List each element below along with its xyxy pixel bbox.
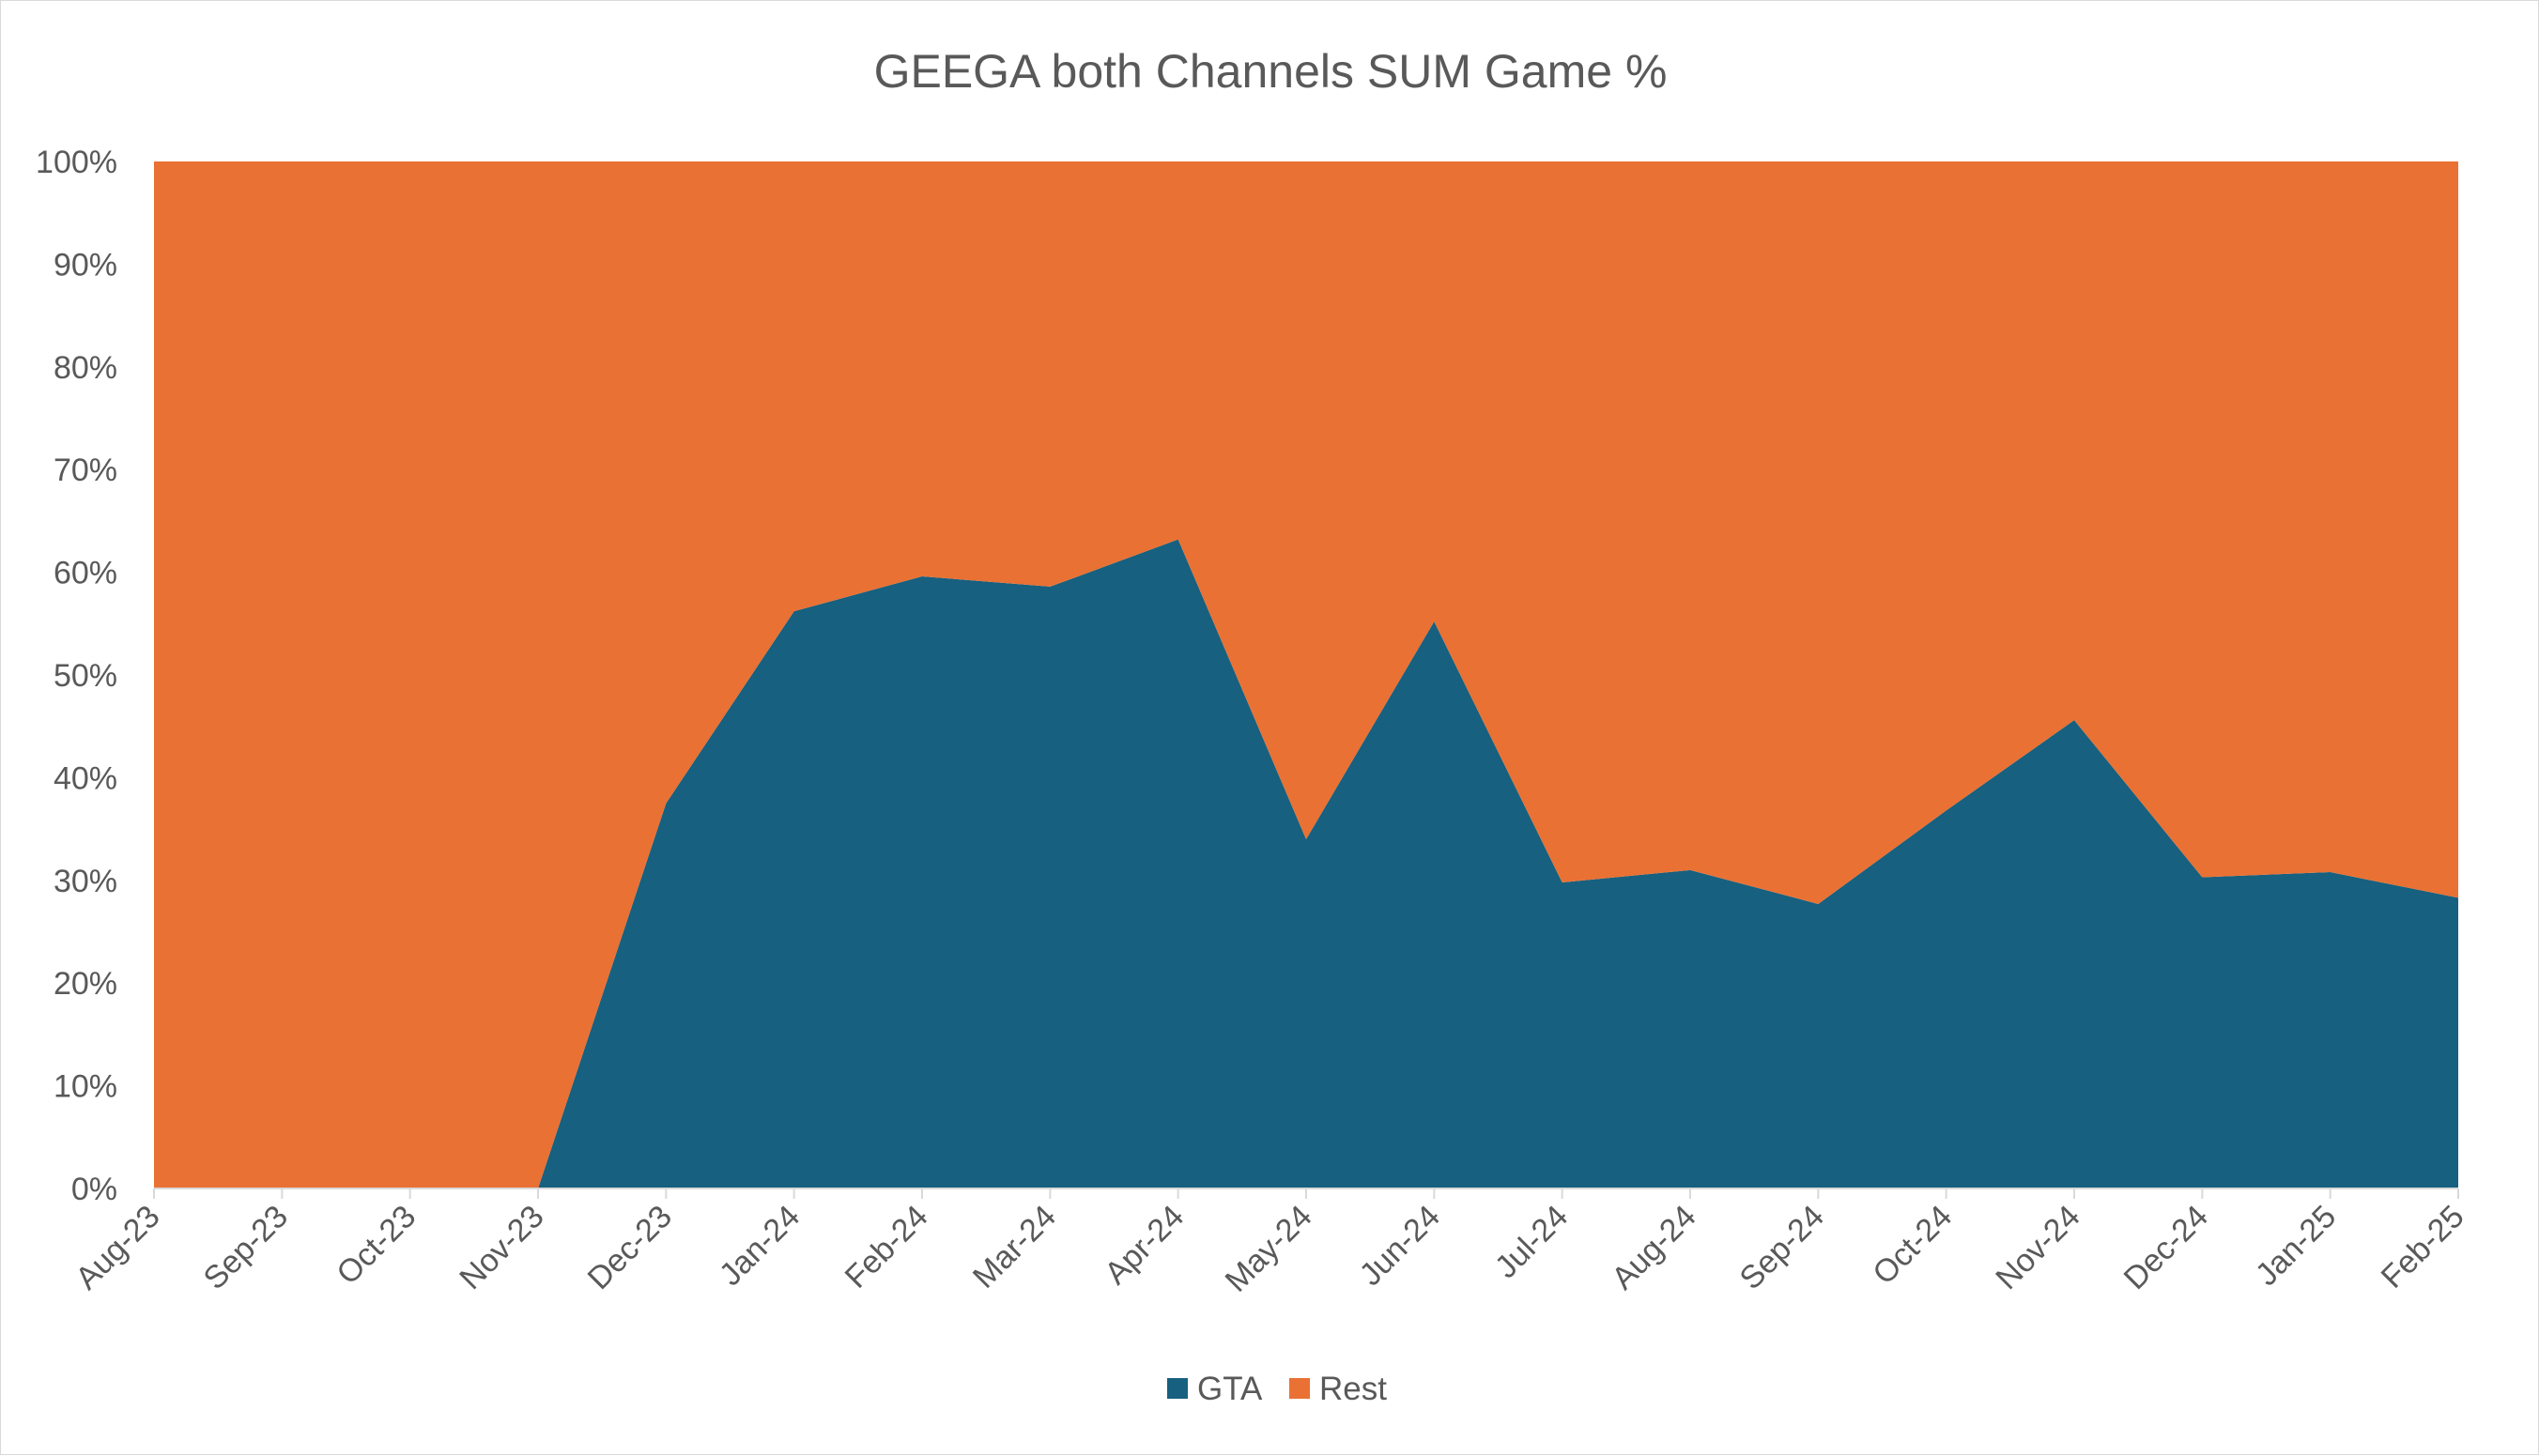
x-tick-label: Feb-25 — [2375, 1199, 2471, 1295]
y-tick-label: 100% — [36, 145, 117, 180]
y-tick-label: 10% — [54, 1069, 117, 1105]
x-axis-ticks: Aug-23 Sep-23 Oct-23 Nov-23 Dec-23 Jan-24 Feb-… — [69, 1199, 2470, 1299]
y-tick-label: 60% — [54, 556, 117, 591]
x-tick-label: Sep-24 — [1733, 1199, 1831, 1296]
x-tick-label: Nov-24 — [1989, 1199, 2086, 1296]
x-tick-label: Oct-24 — [1866, 1199, 1959, 1292]
y-axis-ticks: 0% 10% 20% 30% 40% 50% 60% 70% 80% 90% 100% — [36, 145, 117, 1207]
chart-title: GEEGA both Channels SUM Game % — [874, 45, 1668, 98]
y-tick-label: 80% — [54, 350, 117, 386]
x-tick-label: Jan-24 — [713, 1199, 807, 1293]
legend-label-gta: GTA — [1197, 1371, 1263, 1407]
y-tick-label: 40% — [54, 760, 117, 796]
legend-swatch-rest — [1289, 1378, 1310, 1399]
x-tick-label: Nov-23 — [453, 1199, 550, 1296]
x-tick-label: Oct-23 — [330, 1199, 423, 1292]
y-tick-label: 50% — [54, 658, 117, 694]
area-series-gta — [154, 539, 2458, 1188]
x-tick-label: Jul-24 — [1488, 1199, 1575, 1285]
x-tick-label: Mar-24 — [966, 1199, 1063, 1295]
legend: GTA Rest — [1167, 1371, 1387, 1407]
x-tick-label: Sep-23 — [197, 1199, 295, 1296]
y-tick-label: 70% — [54, 452, 117, 488]
x-tick-label: Jun-24 — [1353, 1199, 1447, 1293]
plot-areas — [154, 161, 2458, 1188]
y-tick-label: 20% — [54, 966, 117, 1002]
x-tick-label: Aug-24 — [1605, 1199, 1702, 1296]
x-tick-label: Aug-23 — [69, 1199, 166, 1296]
area-series-rest — [154, 161, 2458, 1188]
x-tick-label: Feb-24 — [839, 1199, 935, 1295]
y-tick-label: 90% — [54, 247, 117, 283]
x-tick-label: Apr-24 — [1098, 1199, 1191, 1292]
x-tick-label: Dec-23 — [581, 1199, 679, 1296]
x-tick-label: Dec-24 — [2117, 1199, 2215, 1296]
y-tick-label: 0% — [71, 1172, 117, 1207]
axes — [153, 1188, 2459, 1199]
x-tick-label: Jan-25 — [2249, 1199, 2343, 1293]
x-tick-label: May-24 — [1219, 1199, 1319, 1299]
y-tick-label: 30% — [54, 864, 117, 899]
legend-swatch-gta — [1167, 1378, 1188, 1399]
legend-label-rest: Rest — [1319, 1371, 1387, 1407]
